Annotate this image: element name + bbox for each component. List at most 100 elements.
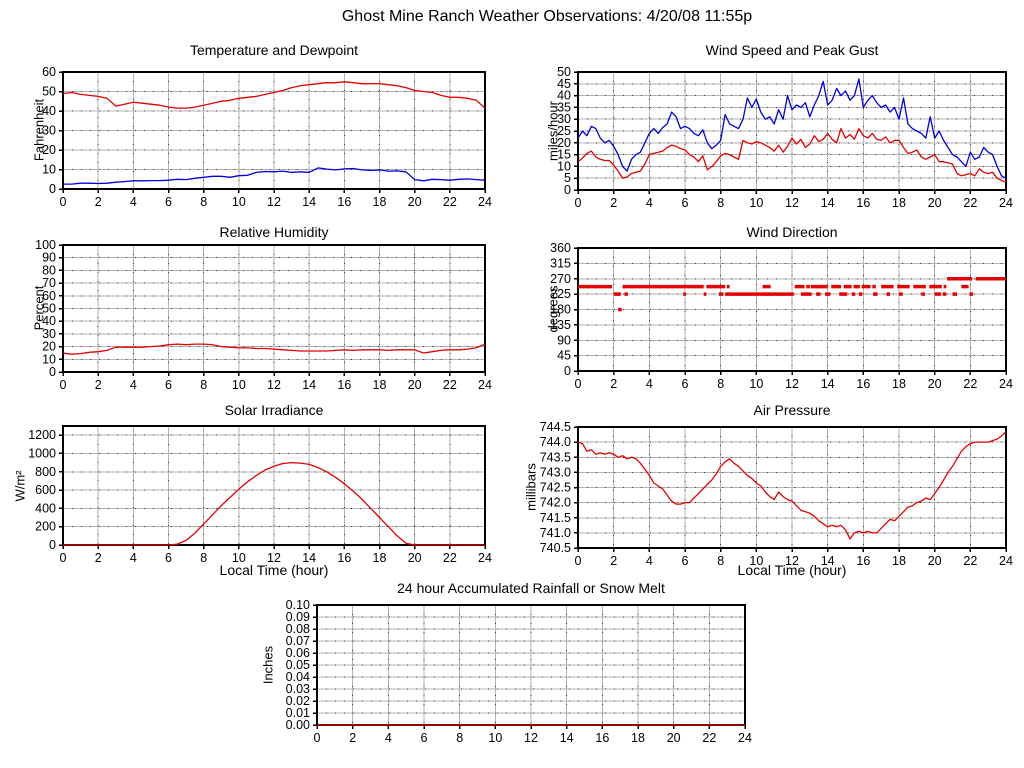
svg-text:2: 2 — [95, 378, 102, 392]
svg-text:0.03: 0.03 — [286, 682, 310, 696]
svg-text:0: 0 — [49, 538, 56, 552]
svg-text:30: 30 — [557, 112, 571, 126]
svg-text:5: 5 — [564, 171, 571, 185]
svg-text:22: 22 — [443, 195, 457, 209]
svg-text:14: 14 — [821, 554, 835, 568]
svg-text:12: 12 — [785, 196, 799, 210]
svg-text:18: 18 — [631, 731, 645, 745]
svg-text:0: 0 — [49, 365, 56, 379]
svg-text:360: 360 — [550, 241, 571, 255]
svg-text:8: 8 — [200, 195, 207, 209]
svg-text:6: 6 — [682, 196, 689, 210]
svg-text:18: 18 — [373, 195, 387, 209]
series-air-pressure — [577, 431, 1007, 540]
svg-text:22: 22 — [443, 551, 457, 565]
svg-text:12: 12 — [785, 377, 799, 391]
svg-text:16: 16 — [337, 551, 351, 565]
svg-text:70: 70 — [42, 276, 56, 290]
series-peak-gust — [577, 78, 1007, 179]
svg-text:20: 20 — [667, 731, 681, 745]
series-wind-speed — [577, 127, 1007, 183]
svg-text:12: 12 — [785, 554, 799, 568]
svg-text:24: 24 — [999, 196, 1013, 210]
svg-text:50: 50 — [557, 65, 571, 79]
svg-text:2: 2 — [95, 551, 102, 565]
svg-text:0: 0 — [575, 554, 582, 568]
chart-canvas-air-pressure: 0 2 4 6 8 10 12 14 16 18 20 22 24740.5741.0741.5742.… — [540, 420, 1013, 568]
svg-text:20: 20 — [408, 378, 422, 392]
svg-text:6: 6 — [165, 378, 172, 392]
svg-text:741.5: 741.5 — [540, 511, 571, 525]
svg-text:12: 12 — [267, 195, 281, 209]
chart-title-relative-humidity: Relative Humidity — [219, 224, 329, 240]
svg-text:0.00: 0.00 — [286, 718, 310, 732]
chart-title-temperature-dewpoint: Temperature and Dewpoint — [189, 42, 359, 58]
svg-text:12: 12 — [267, 551, 281, 565]
svg-text:40: 40 — [42, 104, 56, 118]
chart-canvas-solar-irradiance: 0 2 4 6 8 10 12 14 16 18 20 22 240200400600800100012… — [28, 425, 492, 565]
chart-title-solar-irradiance: Solar Irradiance — [224, 402, 324, 418]
svg-text:1200: 1200 — [28, 428, 56, 442]
svg-text:8: 8 — [717, 554, 724, 568]
svg-text:20: 20 — [928, 554, 942, 568]
svg-text:0.07: 0.07 — [286, 634, 310, 648]
svg-text:18: 18 — [373, 378, 387, 392]
svg-text:16: 16 — [856, 377, 870, 391]
chart-title-air-pressure: Air Pressure — [753, 402, 831, 418]
svg-text:8: 8 — [200, 551, 207, 565]
svg-text:2: 2 — [349, 731, 356, 745]
svg-text:50: 50 — [42, 85, 56, 99]
svg-text:200: 200 — [35, 520, 56, 534]
svg-text:45: 45 — [557, 349, 571, 363]
svg-text:90: 90 — [42, 251, 56, 265]
svg-text:24: 24 — [478, 551, 492, 565]
svg-text:16: 16 — [337, 195, 351, 209]
svg-text:10: 10 — [749, 196, 763, 210]
svg-text:16: 16 — [337, 378, 351, 392]
svg-text:14: 14 — [302, 378, 316, 392]
svg-text:18: 18 — [892, 196, 906, 210]
svg-text:20: 20 — [928, 196, 942, 210]
svg-text:60: 60 — [42, 289, 56, 303]
svg-text:18: 18 — [373, 551, 387, 565]
svg-text:10: 10 — [749, 554, 763, 568]
svg-text:8: 8 — [717, 377, 724, 391]
svg-text:10: 10 — [488, 731, 502, 745]
svg-text:0: 0 — [60, 195, 67, 209]
svg-text:24: 24 — [999, 377, 1013, 391]
svg-text:0: 0 — [575, 377, 582, 391]
x-axis-label-local-time-left: Local Time (hour) — [219, 562, 329, 578]
svg-text:743.0: 743.0 — [540, 465, 571, 479]
svg-text:10: 10 — [232, 551, 246, 565]
svg-text:315: 315 — [550, 256, 571, 270]
chart-title-wind-direction: Wind Direction — [746, 224, 838, 240]
svg-text:270: 270 — [550, 272, 571, 286]
svg-text:16: 16 — [856, 554, 870, 568]
svg-text:50: 50 — [42, 302, 56, 316]
svg-text:0: 0 — [575, 196, 582, 210]
svg-text:0.08: 0.08 — [286, 622, 310, 636]
svg-text:4: 4 — [385, 731, 392, 745]
svg-text:6: 6 — [682, 377, 689, 391]
svg-text:14: 14 — [560, 731, 574, 745]
svg-text:24: 24 — [738, 731, 752, 745]
svg-text:0: 0 — [564, 364, 571, 378]
chart-title-wind-speed: Wind Speed and Peak Gust — [705, 42, 879, 58]
svg-text:1000: 1000 — [28, 446, 56, 460]
svg-text:35: 35 — [557, 100, 571, 114]
svg-text:742.5: 742.5 — [540, 481, 571, 495]
svg-text:135: 135 — [550, 318, 571, 332]
svg-text:25: 25 — [557, 124, 571, 138]
svg-text:600: 600 — [35, 483, 56, 497]
svg-text:22: 22 — [963, 377, 977, 391]
svg-text:225: 225 — [550, 287, 571, 301]
svg-text:0.09: 0.09 — [286, 610, 310, 624]
svg-text:400: 400 — [35, 501, 56, 515]
svg-text:22: 22 — [963, 196, 977, 210]
svg-text:12: 12 — [524, 731, 538, 745]
svg-text:20: 20 — [928, 377, 942, 391]
svg-text:40: 40 — [557, 89, 571, 103]
svg-text:24: 24 — [478, 378, 492, 392]
svg-text:15: 15 — [557, 148, 571, 162]
